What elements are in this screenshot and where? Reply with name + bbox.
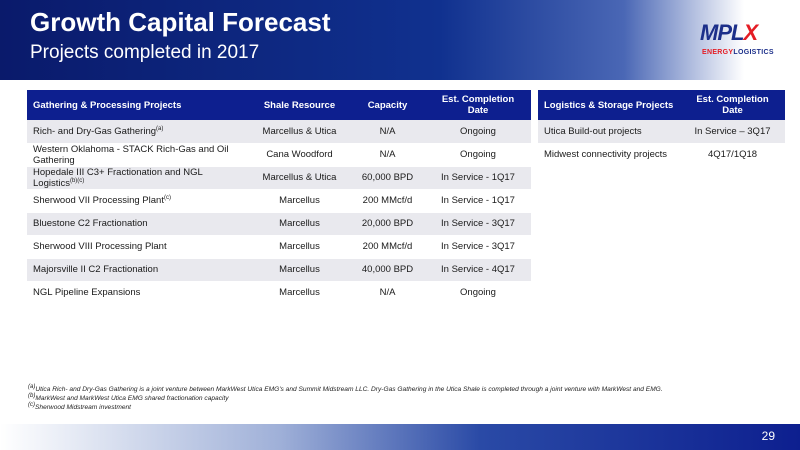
logo-wordmark: MPLX [700,20,758,45]
project-cell: Midwest connectivity projects [538,143,680,167]
shale-cell: Marcellus [249,258,350,282]
project-cell: Bluestone C2 Fractionation [27,212,249,236]
table-row: Sherwood VIII Processing Plant Marcellus… [27,235,531,259]
table-row: Midwest connectivity projects 4Q17/1Q18 [538,143,785,167]
date-cell: In Service - 3Q17 [425,212,531,236]
footnote: (a)Utica Rich- and Dry-Gas Gathering is … [28,383,663,393]
shale-cell: Marcellus [249,235,350,259]
date-cell: Ongoing [425,281,531,305]
logistics-storage-table: Logistics & Storage Projects Est. Comple… [538,90,785,167]
mplx-logo: MPLX ENERGYLOGISTICS [700,20,790,68]
table-row: NGL Pipeline Expansions Marcellus N/A On… [27,281,531,305]
page-number: 29 [761,429,775,443]
column-header: Gathering & Processing Projects [27,90,249,120]
page-title: Growth Capital Forecast [30,7,331,37]
project-cell: NGL Pipeline Expansions [27,281,249,305]
shale-cell: Marcellus [249,212,350,236]
column-header: Est. Completion Date [425,90,531,120]
capacity-cell: 40,000 BPD [350,258,425,282]
date-cell: In Service - 4Q17 [425,258,531,282]
column-header: Est. Completion Date [680,90,785,120]
date-cell: In Service - 1Q17 [425,166,531,190]
gathering-processing-table: Gathering & Processing Projects Shale Re… [27,90,531,305]
project-cell: Sherwood VII Processing Plant(c) [27,189,249,213]
table-row: Rich- and Dry-Gas Gathering(a) Marcellus… [27,120,531,144]
column-header: Logistics & Storage Projects [538,90,680,120]
project-cell: Rich- and Dry-Gas Gathering(a) [27,120,249,144]
logo-tagline: ENERGYLOGISTICS [702,49,774,56]
table-row: Majorsville II C2 Fractionation Marcellu… [27,258,531,282]
shale-cell: Marcellus [249,189,350,213]
table-row: Bluestone C2 Fractionation Marcellus 20,… [27,212,531,236]
table-row: Hopedale III C3+ Fractionation and NGL L… [27,166,531,190]
date-cell: 4Q17/1Q18 [680,143,785,167]
column-header: Capacity [350,90,425,120]
date-cell: Ongoing [425,120,531,144]
project-cell: Sherwood VIII Processing Plant [27,235,249,259]
project-cell: Majorsville II C2 Fractionation [27,258,249,282]
footnotes: (a)Utica Rich- and Dry-Gas Gathering is … [28,383,663,412]
shale-cell: Cana Woodford [249,143,350,167]
project-cell: Hopedale III C3+ Fractionation and NGL L… [27,166,249,190]
capacity-cell: 200 MMcf/d [350,189,425,213]
column-header: Shale Resource [249,90,350,120]
shale-cell: Marcellus & Utica [249,166,350,190]
capacity-cell: 60,000 BPD [350,166,425,190]
date-cell: In Service - 1Q17 [425,189,531,213]
capacity-cell: N/A [350,281,425,305]
capacity-cell: N/A [350,120,425,144]
table-row: Sherwood VII Processing Plant(c) Marcell… [27,189,531,213]
table-header-row: Gathering & Processing Projects Shale Re… [27,90,531,120]
date-cell: In Service – 3Q17 [680,120,785,144]
capacity-cell: 200 MMcf/d [350,235,425,259]
shale-cell: Marcellus [249,281,350,305]
project-cell: Western Oklahoma - STACK Rich-Gas and Oi… [27,143,249,167]
footnote: (c)Sherwood Midstream investment [28,401,132,411]
shale-cell: Marcellus & Utica [249,120,350,144]
date-cell: Ongoing [425,143,531,167]
header-banner: Growth Capital Forecast Projects complet… [0,0,800,80]
table-header-row: Logistics & Storage Projects Est. Comple… [538,90,785,120]
table-row: Utica Build-out projects In Service – 3Q… [538,120,785,144]
footnote: (b)MarkWest and MarkWest Utica EMG share… [28,392,229,402]
page-subtitle: Projects completed in 2017 [30,42,260,63]
capacity-cell: 20,000 BPD [350,212,425,236]
capacity-cell: N/A [350,143,425,167]
footer-banner: 29 [0,424,800,450]
date-cell: In Service - 3Q17 [425,235,531,259]
project-cell: Utica Build-out projects [538,120,680,144]
table-row: Western Oklahoma - STACK Rich-Gas and Oi… [27,143,531,167]
